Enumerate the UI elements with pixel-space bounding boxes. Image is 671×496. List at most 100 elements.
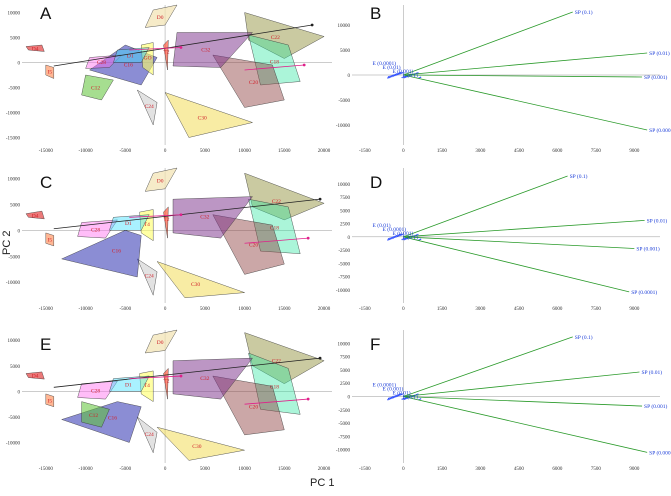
trajectory-end-point <box>306 397 310 401</box>
y-tick-label: -10000 <box>6 112 21 117</box>
x-tick-label: 5000 <box>200 307 211 312</box>
sample-point <box>391 396 394 398</box>
x-tick-label: 6000 <box>552 307 563 312</box>
x-tick-label: -15000 <box>39 149 54 154</box>
sample-point <box>394 395 397 397</box>
x-tick-label: 20000 <box>318 149 331 154</box>
hull-label: I5 <box>48 398 53 404</box>
cluster-label: E (0.001) <box>393 230 414 237</box>
sample-point <box>398 234 401 236</box>
loading-label: SP (0.1) <box>570 173 588 180</box>
hull-t2 <box>163 367 169 400</box>
x-tick-label: 10000 <box>238 467 251 472</box>
y-tick-label: 0 <box>348 396 351 401</box>
hull-t2 <box>163 39 169 71</box>
cluster-label: E (0.01) <box>373 222 391 229</box>
x-tick-label: 0 <box>402 307 405 312</box>
loading-label: SP (0.1) <box>575 9 593 16</box>
x-tick-label: 0 <box>164 149 167 154</box>
cluster-label: E (0.1) <box>403 72 418 79</box>
hull-c18 <box>248 34 301 86</box>
loading-vector <box>403 236 635 249</box>
cluster-label: E (0.0001) <box>373 382 397 389</box>
sample-point <box>418 239 420 241</box>
hull-d4 <box>25 371 45 380</box>
hull-label: C18 <box>270 60 279 66</box>
trajectory-end-point <box>179 374 183 378</box>
hull-c28 <box>85 54 122 69</box>
trajectory-end-point <box>318 197 322 201</box>
y-tick-label: 5000 <box>10 203 21 208</box>
hull-label: C22 <box>272 199 281 205</box>
x-tick-label: 1500 <box>437 307 448 312</box>
y-tick-label: 5000 <box>340 49 351 54</box>
y-tick-label: 0 <box>18 390 21 395</box>
hull-c20 <box>212 375 285 436</box>
sample-point <box>402 76 405 78</box>
hull-d4 <box>25 44 45 52</box>
sample-point <box>402 233 404 236</box>
x-tick-label: 10000 <box>238 149 251 154</box>
trajectory-line <box>53 357 321 388</box>
x-tick-label: -1500 <box>359 467 371 472</box>
hull-c22 <box>244 12 325 59</box>
hull-i5 <box>45 64 54 79</box>
hull-c22 <box>244 332 325 384</box>
sample-point <box>390 75 392 77</box>
x-tick-label: 6000 <box>552 467 563 472</box>
y-tick-label: 0 <box>18 62 21 67</box>
x-tick-label: 0 <box>164 467 167 472</box>
y-tick-label: -15000 <box>6 137 21 142</box>
x-tick-label: 15000 <box>278 149 291 154</box>
y-tick-label: -10000 <box>336 449 351 454</box>
loading-label: SP (0.001) <box>644 403 667 410</box>
panel-letter: F <box>370 335 380 354</box>
hull-label: C20 <box>249 243 258 249</box>
trajectory-line <box>129 214 181 218</box>
hull-label: T4 <box>144 383 150 389</box>
hull-label: D4 <box>32 213 39 219</box>
hull-label: D0 <box>157 15 164 21</box>
panel-letter: D <box>370 173 382 192</box>
sample-point <box>387 76 390 78</box>
x-tick-label: -15000 <box>39 307 54 312</box>
trajectory-line <box>53 24 313 67</box>
hull-c30 <box>156 426 245 461</box>
sample-point <box>396 394 398 397</box>
hull-label: C20 <box>249 405 258 411</box>
panel-letter: B <box>370 4 381 23</box>
x-tick-label: 0 <box>402 467 405 472</box>
loading-vector <box>403 396 643 407</box>
loading-vector <box>403 52 648 76</box>
panel-b: B -1500 0 1500 3000 4500 6000 7500 9000 -10000 -50… <box>336 4 671 154</box>
hull-label: C28 <box>91 388 100 394</box>
sample-point <box>402 393 404 395</box>
hull-label: T2 <box>163 217 169 223</box>
y-tick-label: -10000 <box>336 289 351 294</box>
sample-point <box>389 397 391 399</box>
hull-label: C28 <box>91 227 100 233</box>
sample-point <box>389 75 391 78</box>
hull-label: I5 <box>48 70 53 76</box>
y-tick-label: -7500 <box>338 276 350 281</box>
sample-point <box>398 393 401 396</box>
sample-point <box>400 71 402 74</box>
hull-label: C32 <box>200 376 209 382</box>
hull-label: C12 <box>89 413 98 419</box>
y-tick-label: 10000 <box>338 24 351 29</box>
hull-c30 <box>164 92 254 138</box>
hull-c28 <box>77 219 118 239</box>
y-tick-label: 0 <box>18 229 21 234</box>
y-tick-label: -5000 <box>338 99 350 104</box>
y-tick-label: 5000 <box>10 37 21 42</box>
hull-label: D0 <box>157 340 164 346</box>
x-tick-label: 5000 <box>200 467 211 472</box>
cluster-label: E (0.1) <box>403 394 418 401</box>
hull-label: D4 <box>32 374 39 380</box>
y-tick-label: -7500 <box>338 435 350 440</box>
sample-point <box>417 72 419 74</box>
sample-point <box>387 77 389 79</box>
panel-a: A -15000 -10000 -5000 0 5000 10000 15000 20000 -1… <box>6 4 332 154</box>
hull-label: C22 <box>272 359 281 365</box>
hull-c12 <box>81 74 114 101</box>
